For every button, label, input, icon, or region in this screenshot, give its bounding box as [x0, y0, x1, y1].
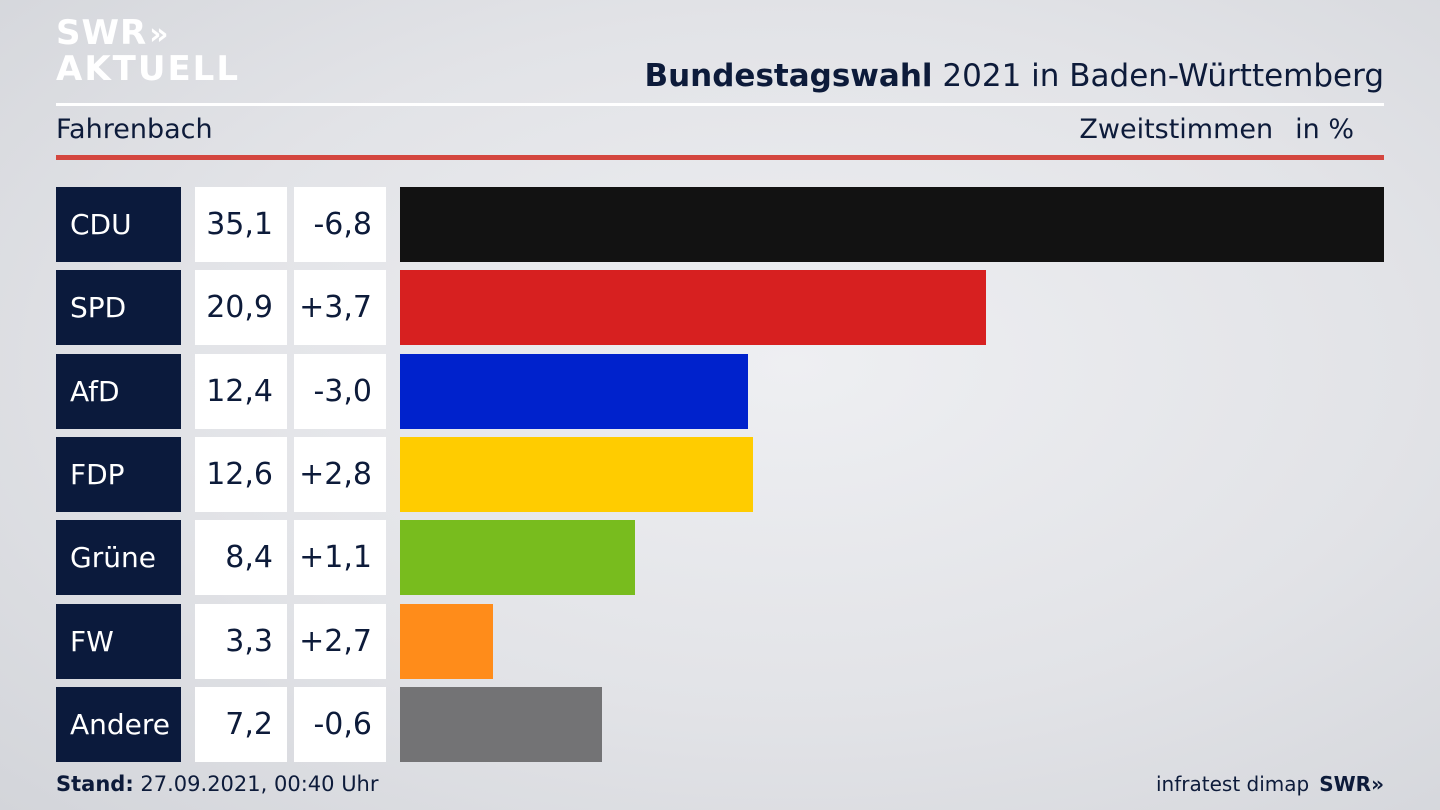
unit-label: in %: [1295, 114, 1354, 145]
bar: [400, 353, 748, 429]
bar: [400, 270, 986, 346]
logo-line-1: SWR»: [56, 13, 169, 53]
bar: [400, 187, 1384, 262]
value-label: 12,4: [195, 353, 287, 429]
value-label: 7,2: [195, 686, 287, 762]
value-label: 12,6: [195, 436, 287, 512]
change-label: +3,7: [294, 270, 386, 346]
vote-type-label: Zweitstimmen in %: [1079, 114, 1354, 145]
bar: [400, 436, 753, 512]
bar: [400, 520, 635, 596]
party-row: AfD 12,4 -3,0: [56, 353, 1384, 429]
value-label: 20,9: [195, 270, 287, 346]
party-label: FDP: [56, 436, 181, 512]
change-label: +1,1: [294, 520, 386, 596]
value-label: 8,4: [195, 520, 287, 596]
value-label: 3,3: [195, 603, 287, 679]
party-label: AfD: [56, 353, 181, 429]
change-label: -6,8: [294, 187, 386, 262]
party-row: Andere 7,2 -0,6: [56, 686, 1384, 762]
party-label: Grüne: [56, 520, 181, 596]
change-label: +2,8: [294, 436, 386, 512]
chart-title: Bundestagswahl 2021 in Baden-Württemberg: [644, 58, 1384, 94]
accent-divider: [56, 155, 1384, 160]
header-divider: [56, 103, 1384, 106]
change-label: -3,0: [294, 353, 386, 429]
change-label: +2,7: [294, 603, 386, 679]
timestamp: Stand: 27.09.2021, 00:40 Uhr: [56, 772, 379, 796]
party-row: Grüne 8,4 +1,1: [56, 520, 1384, 596]
chevron-right-icon: »: [149, 17, 169, 52]
party-label: CDU: [56, 187, 181, 262]
location-label: Fahrenbach: [56, 114, 213, 145]
swr-brand: SWR»: [1319, 772, 1384, 796]
source-credit: infratest dimap SWR»: [1156, 772, 1384, 796]
party-row: CDU 35,1 -6,8: [56, 187, 1384, 262]
party-label: FW: [56, 603, 181, 679]
logo-line-2: AKTUELL: [56, 49, 241, 89]
party-row: SPD 20,9 +3,7: [56, 270, 1384, 346]
bar: [400, 603, 493, 679]
party-row: FDP 12,6 +2,8: [56, 436, 1384, 512]
party-label: Andere: [56, 686, 181, 762]
bar: [400, 686, 602, 762]
party-row: FW 3,3 +2,7: [56, 603, 1384, 679]
value-label: 35,1: [195, 187, 287, 262]
party-label: SPD: [56, 270, 181, 346]
swr-aktuell-logo: SWR» AKTUELL: [56, 16, 240, 86]
change-label: -0,6: [294, 686, 386, 762]
